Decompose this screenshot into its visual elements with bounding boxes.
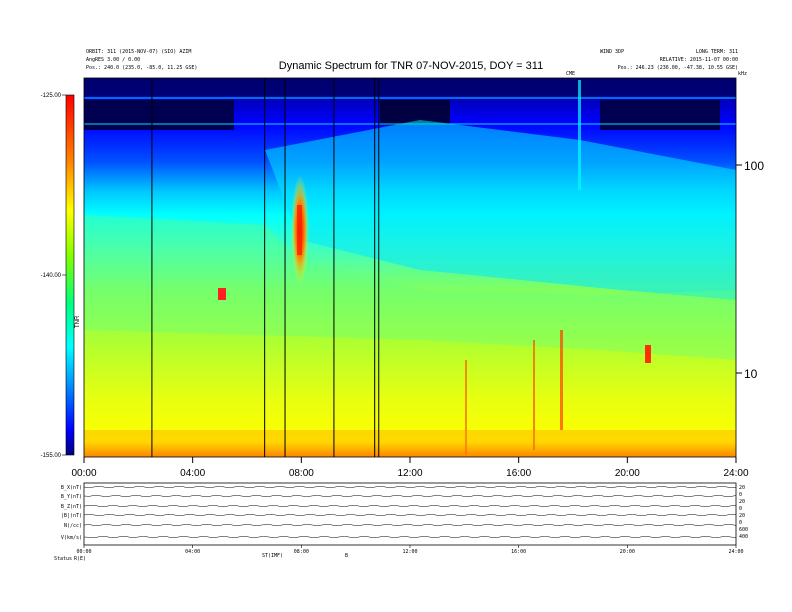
lower-time-label-1: 04:00 xyxy=(185,549,200,555)
frequency-axis: 100 10 xyxy=(736,159,764,381)
event-lines xyxy=(151,78,380,457)
time-label-5: 20:00 xyxy=(615,468,640,479)
burst-streak-3 xyxy=(465,360,467,455)
freq-label-100: 100 xyxy=(744,159,764,173)
top-dark-band xyxy=(84,78,736,96)
cme-marker-label: CME xyxy=(566,71,575,77)
colorbar-tick-label-0: -125.00 xyxy=(41,93,62,99)
lower-time-label-6: 24:00 xyxy=(728,549,743,555)
time-label-2: 08:00 xyxy=(289,468,314,479)
burst-core xyxy=(297,205,302,255)
lower-right-value-5: 0 xyxy=(739,520,742,526)
cme-streak xyxy=(578,80,581,190)
channel-label-4: N(/cc) xyxy=(64,523,82,529)
lower-right-value-1: 0 xyxy=(739,492,742,498)
burst-patch-0500 xyxy=(218,288,226,300)
footer-label-b: B xyxy=(345,553,348,559)
lower-right-value-3: 0 xyxy=(739,506,742,512)
turquoise-region xyxy=(265,120,736,300)
header-left-line-2: AngRES 3.00 / 0.00 xyxy=(86,57,140,63)
freq-label-10: 10 xyxy=(744,367,758,381)
channel-trace-1 xyxy=(83,494,737,498)
green-belt xyxy=(84,215,736,360)
colorbar-label: TNR xyxy=(75,315,81,328)
header-right-line-4: Pos.: 246.23 (236.00, -47.38, 10.55 GSE) xyxy=(618,65,738,71)
lower-right-value-0: 20 xyxy=(739,485,745,491)
bottom-orange-band xyxy=(84,430,736,457)
colorbar-tick-label-1: -140.00 xyxy=(41,273,62,279)
header-right-line-2: LONG TERM: 311 xyxy=(696,49,738,55)
channel-label-5: V(km/s) xyxy=(61,535,82,541)
lower-panel: B_X(nT) B_Y(nT) B_Z(nT) |B|(nT) N(/cc) V(km/s… xyxy=(54,482,748,562)
channel-label-2: B_Z(nT) xyxy=(61,504,82,510)
channel-trace-0 xyxy=(83,485,737,489)
time-label-1: 04:00 xyxy=(180,468,205,479)
header-right-line-1: WIND 3DP xyxy=(600,49,624,55)
colorbar-ticks: -125.00 -140.00 -155.00 xyxy=(41,93,66,459)
time-label-0: 00:00 xyxy=(71,468,96,479)
time-axis: 00:00 04:00 08:00 12:00 16:00 20:00 24:00 xyxy=(71,457,749,479)
burst-streak-1 xyxy=(560,330,563,430)
lower-time-label-0: 00:00 xyxy=(76,549,91,555)
lower-time-label-5: 20:00 xyxy=(620,549,635,555)
channel-trace-4 xyxy=(83,523,737,527)
colorbar xyxy=(65,94,75,456)
channel-label-3: |B|(nT) xyxy=(61,513,82,519)
lower-time-label-3: 12:00 xyxy=(402,549,417,555)
channel-trace-2 xyxy=(83,504,737,508)
lower-right-value-6: 600 xyxy=(739,527,748,533)
header-left: ORBIT: 311 (2015-NOV-07) (SIO) AZIM AngR… xyxy=(86,49,197,71)
dark-region-left xyxy=(84,100,234,130)
lower-time-label-4: 16:00 xyxy=(511,549,526,555)
header-right-line-3: RELATIVE: 2015-11-07 00:00 xyxy=(660,57,738,63)
channel-label-0: B_X(nT) xyxy=(61,485,82,491)
channel-label-1: B_Y(nT) xyxy=(61,494,82,500)
footer-label-status: Status xyxy=(54,556,72,562)
header-left-line-1: ORBIT: 311 (2015-NOV-07) (SIO) AZIM xyxy=(86,49,191,55)
time-label-4: 16:00 xyxy=(506,468,531,479)
footer-label-st: ST(IMF) xyxy=(262,553,283,559)
header-left-line-3: Pos.: 240.0 (235.0, -85.0, 11.25 GSE) xyxy=(86,65,197,71)
spectrogram xyxy=(83,77,737,458)
footer-label-re: R(E) xyxy=(74,556,86,562)
burst-streak-2 xyxy=(533,340,535,450)
dark-region-mid xyxy=(380,100,450,125)
top-right-unit: kHz xyxy=(738,71,747,77)
lower-panel-time-axis: 00:00 04:00 08:00 12:00 16:00 20:00 24:00 xyxy=(76,545,744,555)
burst-patch-2050 xyxy=(645,345,651,363)
header-right: WIND 3DP LONG TERM: 311 RELATIVE: 2015-1… xyxy=(600,49,738,71)
time-label-3: 12:00 xyxy=(397,468,422,479)
dark-region-right xyxy=(600,100,720,130)
lower-right-value-7: 400 xyxy=(739,534,748,540)
lower-right-value-2: 20 xyxy=(739,499,745,505)
time-label-6: 24:00 xyxy=(723,468,748,479)
lower-right-value-4: 20 xyxy=(739,513,745,519)
chart-title: Dynamic Spectrum for TNR 07-NOV-2015, DO… xyxy=(279,60,543,72)
colorbar-tick-label-2: -155.00 xyxy=(41,453,62,459)
lower-panel-rows: B_X(nT) B_Y(nT) B_Z(nT) |B|(nT) N(/cc) V(km/s… xyxy=(61,485,748,541)
lower-time-label-2: 08:00 xyxy=(294,549,309,555)
channel-trace-3 xyxy=(83,513,737,517)
channel-trace-5 xyxy=(83,535,737,539)
